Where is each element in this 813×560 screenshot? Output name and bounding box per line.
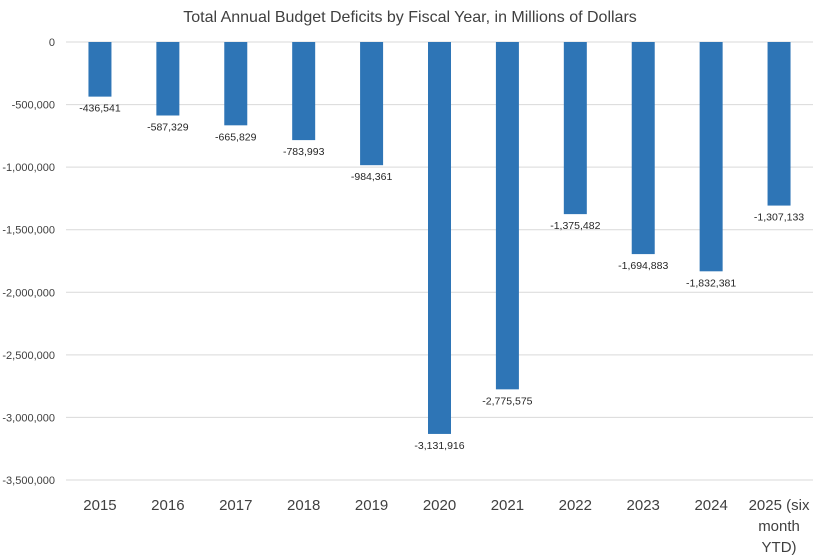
bar-2015 — [88, 42, 112, 97]
y-axis-tick-labels: 0 -500,000 -1,000,000 -1,500,000 -2,000,000 -… — [2, 37, 55, 487]
y-tick-label: -1,500,000 — [2, 225, 55, 237]
data-label: -783,993 — [283, 146, 325, 158]
x-tick-label: 2021 — [491, 497, 524, 514]
bar-2020 — [428, 42, 451, 434]
y-tick-label: -3,000,000 — [2, 412, 55, 424]
bar-2024 — [699, 42, 723, 272]
y-tick-label: -2,000,000 — [2, 287, 55, 299]
x-tick-label: 2018 — [287, 497, 320, 514]
x-tick-label: 2023 — [627, 497, 660, 514]
data-label: -3,131,916 — [414, 440, 464, 452]
x-tick-label: 2019 — [355, 497, 388, 514]
bar-2018 — [292, 42, 316, 141]
bar-series — [88, 42, 791, 434]
y-tick-label: -2,500,000 — [2, 350, 55, 362]
data-label: -436,541 — [79, 103, 121, 115]
data-label: -1,375,482 — [550, 220, 600, 232]
data-label: -1,307,133 — [754, 212, 804, 224]
bar-2019 — [360, 42, 384, 166]
x-tick-label: 2024 — [694, 497, 727, 514]
y-tick-label: 0 — [49, 37, 55, 49]
x-tick-label: 2017 — [219, 497, 252, 514]
bar-2025 — [767, 42, 791, 206]
bar-2021 — [495, 42, 519, 390]
bar-2017 — [224, 42, 248, 126]
bar-2023 — [631, 42, 655, 255]
data-label: -984,361 — [351, 171, 393, 183]
y-tick-label: -500,000 — [12, 100, 55, 112]
data-labels: -436,541 -587,329 -665,829 -783,993 -984,361… — [79, 103, 804, 452]
x-tick-label: 2020 — [423, 497, 456, 514]
x-tick-label: 2016 — [151, 497, 184, 514]
bar-2022 — [563, 42, 587, 215]
data-label: -587,329 — [147, 122, 189, 134]
x-tick-label: 2025 (six month YTD) — [749, 497, 810, 556]
x-tick-label: 2015 — [83, 497, 116, 514]
data-label: -1,694,883 — [618, 260, 668, 272]
data-label: -665,829 — [215, 131, 257, 143]
x-tick-label: 2022 — [559, 497, 592, 514]
chart-title: Total Annual Budget Deficits by Fiscal Y… — [183, 9, 637, 26]
y-tick-label: -3,500,000 — [2, 475, 55, 487]
data-label: -1,832,381 — [686, 277, 736, 289]
y-tick-label: -1,000,000 — [2, 162, 55, 174]
bar-2016 — [156, 42, 180, 116]
x-axis-tick-labels: 2015 2016 2017 2018 2019 2020 2021 2022 2023 2024… — [83, 497, 810, 556]
data-label: -2,775,575 — [482, 395, 532, 407]
